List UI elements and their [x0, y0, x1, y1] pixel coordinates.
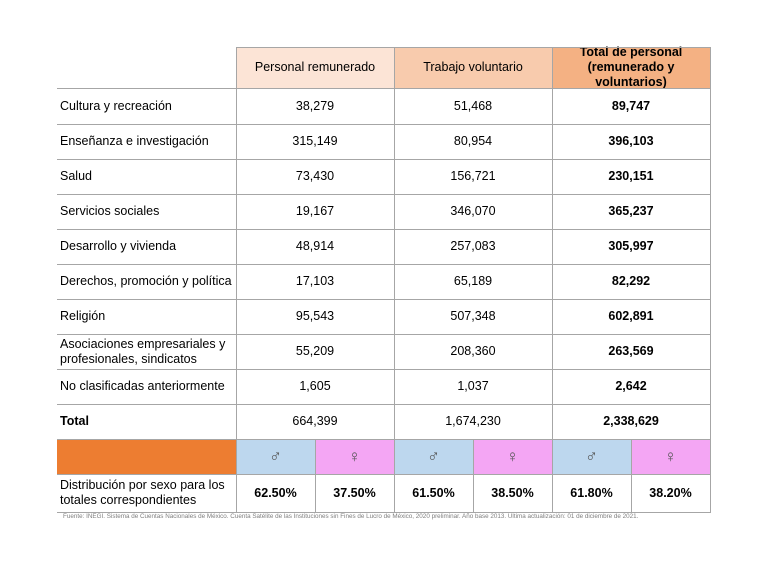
cell-value: 55,209 — [295, 344, 335, 358]
row-label: Total — [60, 414, 89, 428]
border-line — [57, 194, 711, 195]
cell-value: 208,360 — [450, 344, 496, 358]
header-line: Personal remunerado — [254, 60, 376, 74]
border-line — [57, 334, 711, 335]
border-line — [394, 47, 395, 513]
row-label: Derechos, promoción y política — [60, 274, 232, 288]
cell-value: 230,151 — [608, 169, 654, 183]
cell-value: 2,338,629 — [603, 414, 659, 428]
row-label: Desarrollo y vivienda — [60, 239, 177, 253]
border-line — [57, 299, 711, 300]
border-line — [631, 439, 632, 513]
cell-value: 2,642 — [615, 379, 647, 393]
row-label: Salud — [60, 169, 92, 183]
cell-value: 19,167 — [295, 204, 335, 218]
cell-value: 263,569 — [608, 344, 654, 358]
cell-value: 257,083 — [450, 239, 496, 253]
border-line — [57, 88, 711, 89]
cell-value: 507,348 — [450, 309, 496, 323]
border-line — [57, 474, 711, 475]
cell-value: 346,070 — [450, 204, 496, 218]
cell-value: 38.20% — [649, 485, 692, 500]
cell-value: 80,954 — [453, 134, 493, 148]
sex-symbol: ♀ — [473, 439, 552, 474]
header-line: Total de personal — [579, 45, 683, 59]
header-line: (remunerado y voluntarios) — [587, 60, 675, 89]
cell-value: 1,605 — [299, 379, 331, 393]
row-label: Servicios sociales — [60, 204, 160, 218]
cell-value: 38,279 — [295, 98, 335, 113]
cell-value: 73,430 — [295, 169, 335, 183]
sex-symbol: ♀ — [315, 439, 394, 474]
sex-symbol: ♂ — [236, 439, 315, 474]
border-line — [57, 264, 711, 265]
row-label: Distribución por sexo para los totales c… — [60, 478, 225, 507]
cell-value: 1,037 — [457, 379, 489, 393]
cell-value: 664,399 — [292, 414, 338, 428]
cell-value: 61.80% — [570, 485, 613, 500]
column-header: Personal remunerado — [236, 47, 394, 88]
cell-value: 1,674,230 — [445, 414, 501, 428]
sex-symbol: ♂ — [394, 439, 473, 474]
row-label: Religión — [60, 309, 106, 323]
cell-value: 396,103 — [608, 134, 654, 148]
cell-value: 89,747 — [611, 98, 651, 113]
border-line — [57, 124, 711, 125]
row-label: Cultura y recreación — [60, 98, 172, 113]
cell-value: 365,237 — [608, 204, 654, 218]
cell-value: 602,891 — [608, 309, 654, 323]
row-label: Asociaciones empresariales y profesional… — [60, 336, 226, 366]
sex-symbol: ♀ — [631, 439, 710, 474]
cell-value: 62.50% — [254, 485, 297, 500]
cell-value: 82,292 — [611, 274, 651, 288]
border-line — [236, 47, 237, 513]
cell-value: 38.50% — [491, 485, 534, 500]
cell-value: 48,914 — [295, 239, 335, 253]
column-header: Total de personal (remunerado y voluntari… — [552, 45, 710, 89]
cell-value: 51,468 — [453, 98, 493, 113]
cell-value: 305,997 — [608, 239, 654, 253]
border-line — [57, 512, 711, 513]
cell-value: 315,149 — [292, 134, 338, 148]
cell-value: 17,103 — [295, 274, 335, 288]
border-line — [315, 439, 316, 513]
border-line — [57, 369, 711, 370]
border-line — [552, 47, 553, 513]
cell-value: 37.50% — [333, 485, 376, 500]
border-line — [57, 229, 711, 230]
border-line — [710, 47, 711, 513]
cell-value: 65,189 — [453, 274, 493, 288]
sex-symbol: ♂ — [552, 439, 631, 474]
border-line — [57, 439, 711, 440]
footnote: Fuente: INEGI. Sistema de Cuentas Nacion… — [63, 513, 639, 520]
border-line — [236, 47, 711, 48]
sex-label-fill — [57, 439, 236, 474]
column-header: Trabajo voluntario — [394, 47, 552, 88]
border-line — [473, 439, 474, 513]
header-line: Trabajo voluntario — [423, 60, 523, 74]
row-label: No clasificadas anteriormente — [60, 379, 225, 393]
cell-value: 95,543 — [295, 309, 335, 323]
cell-value: 61.50% — [412, 485, 455, 500]
row-label: Enseñanza e investigación — [60, 134, 209, 148]
cell-value: 156,721 — [450, 169, 496, 183]
border-line — [57, 159, 711, 160]
border-line — [57, 404, 711, 405]
